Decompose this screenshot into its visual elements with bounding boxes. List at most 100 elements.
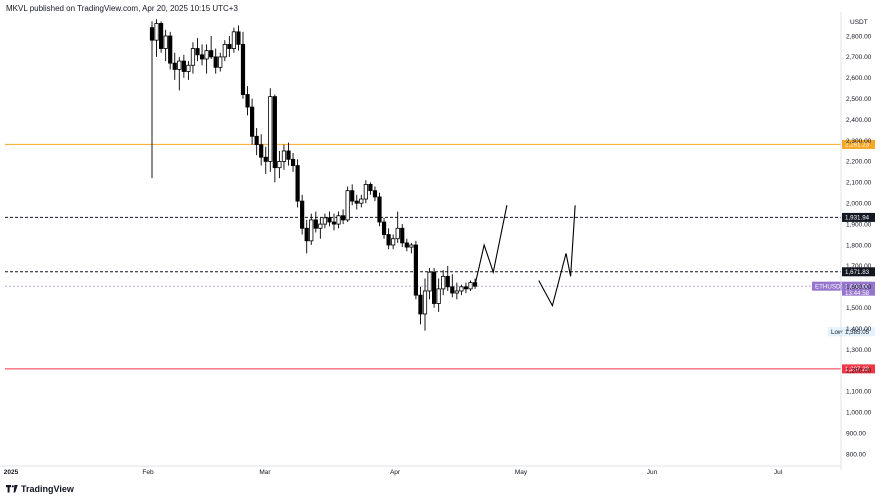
candle <box>331 213 337 231</box>
price-tick-label: 2,300.00 <box>846 138 872 145</box>
candle <box>204 44 209 74</box>
candle <box>381 217 387 239</box>
current-price-label: 1,603.00 <box>845 283 870 290</box>
candle-body <box>409 244 414 248</box>
candle-body <box>454 290 459 294</box>
candle-body <box>422 290 428 315</box>
candle <box>468 280 473 291</box>
candle <box>431 267 437 308</box>
candle <box>400 224 405 248</box>
candle-body <box>313 219 318 229</box>
candle <box>340 209 346 225</box>
candle-body <box>149 27 155 41</box>
candle <box>336 211 341 229</box>
price-tick-label: 1,800.00 <box>846 242 872 249</box>
candle <box>300 194 305 235</box>
candle <box>181 54 186 78</box>
level-tag-red <box>842 364 875 374</box>
candle <box>263 146 268 174</box>
candle <box>318 217 323 239</box>
candle <box>450 274 455 298</box>
price-tick-label: 2,200.00 <box>846 159 872 166</box>
symbol-tag-box <box>812 281 842 291</box>
candle-body <box>354 200 359 204</box>
candle-body <box>404 242 409 248</box>
candle-body <box>218 56 223 68</box>
candle-body <box>431 271 437 304</box>
price-tick-label: 2,100.00 <box>846 180 872 187</box>
candle-body <box>259 144 264 158</box>
candle <box>345 186 350 223</box>
candle-body <box>227 43 232 49</box>
candle-body <box>372 190 378 198</box>
symbol-tag-label: ETHUSDT <box>815 283 844 290</box>
candle-body <box>158 23 164 49</box>
candle-body <box>345 190 350 221</box>
price-tick-label: 1,300.00 <box>846 347 872 354</box>
price-tick-label: 1,700.00 <box>846 263 872 270</box>
candle-body <box>418 294 423 315</box>
time-axis: 2025 Feb Mar Apr May Jun Jul <box>0 465 841 476</box>
level-tag-upper_dashed <box>842 212 875 222</box>
candle-body <box>177 60 182 70</box>
candle <box>272 94 277 183</box>
candle <box>218 52 223 72</box>
projection-path <box>538 205 576 308</box>
candle <box>368 182 373 195</box>
candle <box>277 150 282 179</box>
candle <box>295 159 300 208</box>
price-tick-label: 1,200.00 <box>846 368 872 375</box>
candle-body <box>363 183 368 200</box>
candle <box>309 213 314 245</box>
candle-body <box>331 221 337 225</box>
price-tick-label: 1,900.00 <box>846 221 872 228</box>
candle <box>199 44 205 66</box>
candle-body <box>240 43 246 95</box>
candle-body <box>368 183 373 192</box>
candle <box>445 265 450 291</box>
level-tag-label-orange: 2,281.23 <box>845 142 870 149</box>
candle <box>245 86 250 116</box>
candle-body <box>186 64 191 72</box>
candle <box>413 240 419 300</box>
candle-body <box>199 54 205 60</box>
time-tick-label: 2025 <box>4 469 19 476</box>
candle <box>454 282 459 300</box>
candle <box>231 27 236 53</box>
candle-body <box>249 106 255 137</box>
countdown-label: 13:44:58 <box>845 290 870 297</box>
level-tag-label-red: 1,207.29 <box>845 366 870 373</box>
candle-body <box>290 158 296 166</box>
candle <box>268 88 273 172</box>
candle <box>459 284 464 296</box>
candle <box>186 61 191 80</box>
candle-body <box>395 227 400 240</box>
candle-body <box>209 50 214 58</box>
level-tag-orange <box>842 139 875 149</box>
time-tick-label: Jul <box>774 469 783 476</box>
candle <box>249 98 255 145</box>
candle <box>377 192 382 227</box>
candle <box>236 25 241 51</box>
candle-body <box>350 190 355 202</box>
candles <box>149 19 478 331</box>
candle <box>149 21 155 179</box>
candle-body <box>268 96 273 162</box>
candle-body <box>381 221 387 235</box>
publisher-header: MKVL published on TradingView.com, Apr 2… <box>6 4 238 13</box>
candle-body <box>377 196 382 223</box>
candle <box>213 48 218 74</box>
candle-body <box>281 150 287 162</box>
candle <box>190 42 196 74</box>
candle <box>354 194 359 210</box>
candle-body <box>204 50 209 60</box>
price-tick-label: 1,000.00 <box>846 410 872 417</box>
candle <box>386 228 391 250</box>
candle <box>422 278 428 331</box>
projection-path <box>474 205 508 285</box>
tradingview-footer: TradingView <box>6 484 74 494</box>
price-axis: USDT 2,800.00 2,700.00 2,600.00 2,500.00 2,40… <box>840 12 872 470</box>
candle-body <box>168 35 173 64</box>
